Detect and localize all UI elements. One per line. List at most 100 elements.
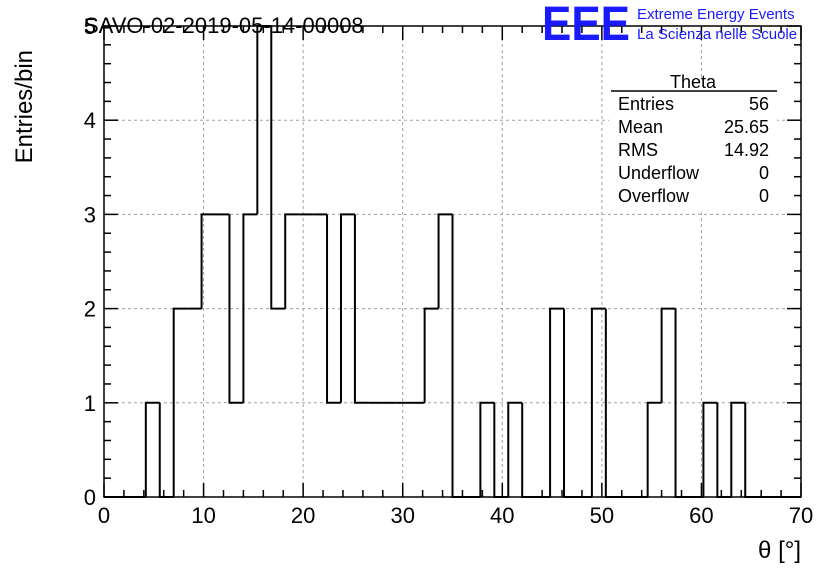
histogram-bin [702, 401, 718, 497]
stats-value: 0 [759, 186, 769, 206]
x-tick-label: 50 [590, 503, 614, 528]
x-tick-label: 60 [689, 503, 713, 528]
stats-value: 0 [759, 163, 769, 183]
bin-step-10 [242, 213, 258, 403]
histogram-bin [256, 25, 272, 215]
bin-step-39 [646, 401, 662, 497]
x-tick-label: 20 [291, 503, 315, 528]
stats-label: Entries [618, 94, 674, 114]
chart-title: SAVO-02-2019-05-14-00008 [84, 13, 364, 38]
bin-step-35 [590, 307, 606, 497]
histogram-bin [144, 401, 160, 497]
bin-step-9 [228, 214, 244, 404]
bin-step-4 [158, 402, 174, 498]
bin-step-36 [604, 308, 620, 498]
stats-row: Overflow 0 [618, 186, 769, 206]
bin-step-40 [660, 307, 676, 403]
histogram-bin [507, 401, 523, 497]
histogram-bin [228, 214, 244, 404]
bin-step-13 [284, 213, 300, 309]
bin-step-45 [730, 401, 746, 497]
y-tick-label: 1 [84, 391, 96, 416]
x-tick-label: 0 [98, 503, 110, 528]
y-tick-labels: 0 1 2 3 4 5 [84, 14, 96, 510]
histogram-bin [730, 401, 746, 497]
stats-row: RMS 14.92 [618, 140, 769, 160]
bin-step-43 [702, 401, 718, 497]
histogram-bin [242, 213, 258, 403]
stats-label: Underflow [618, 163, 700, 183]
bin-step-46 [744, 402, 760, 498]
bin-step-17 [339, 213, 355, 403]
bin-step-18 [353, 214, 369, 404]
bin-step-23 [423, 307, 439, 403]
logo-line1: Extreme Energy Events [637, 6, 795, 23]
stats-row: Entries 56 [618, 94, 769, 114]
stats-value: 25.65 [724, 117, 769, 137]
histogram-bin [479, 401, 495, 497]
bin-step-28 [493, 402, 509, 498]
eee-logo: EEE Extreme Energy Events La Scienza nel… [542, 0, 797, 51]
histogram-bin [200, 213, 216, 309]
histogram-bin [158, 402, 174, 498]
bin-step-7 [200, 213, 216, 309]
y-tick-label: 2 [84, 297, 96, 322]
histogram-bin [590, 307, 606, 497]
y-tick-label: 0 [84, 485, 96, 510]
axis-ticks [103, 25, 802, 498]
x-tick-label: 70 [789, 503, 813, 528]
bin-step-32 [549, 307, 565, 497]
stats-value: 14.92 [724, 140, 769, 160]
bin-step-30 [521, 402, 537, 498]
histogram-bin [604, 308, 620, 498]
bin-step-27 [479, 401, 495, 497]
histogram-bin [339, 213, 355, 403]
stats-row: Underflow 0 [618, 163, 769, 183]
histogram-bin [423, 307, 439, 403]
histogram-bin [744, 402, 760, 498]
x-tick-labels: 0 10 20 30 40 50 60 70 [98, 503, 813, 528]
y-tick-label: 5 [84, 14, 96, 39]
x-tick-label: 10 [191, 503, 215, 528]
histogram-bin [660, 307, 676, 403]
bin-step-5 [172, 307, 188, 497]
histogram-bin [549, 307, 565, 497]
bin-step-44 [716, 402, 732, 498]
x-axis-label: θ [°] [758, 537, 801, 564]
y-tick-label: 4 [84, 108, 96, 133]
histogram-bin [716, 402, 732, 498]
logo-line2: La Scienza nelle Scuole [637, 26, 797, 43]
bin-step-3 [144, 401, 160, 497]
stats-name: Theta [670, 72, 717, 92]
plot-frame [103, 25, 802, 498]
histogram-bin [172, 307, 188, 497]
histogram-bin [646, 401, 662, 497]
stats-label: RMS [618, 140, 658, 160]
stats-value: 56 [749, 94, 769, 114]
stats-label: Mean [618, 117, 663, 137]
bin-step-12 [270, 26, 286, 310]
bin-step-29 [507, 401, 523, 497]
histogram-bin [437, 213, 453, 309]
stats-label: Overflow [618, 186, 690, 206]
stats-row: Mean 25.65 [618, 117, 769, 137]
stats-box: Theta Entries 56 Mean 25.65 RMS 14.92 Underflo… [609, 72, 777, 210]
histogram-bin [493, 402, 509, 498]
histogram-bin [451, 214, 467, 498]
histogram-bin [353, 214, 369, 404]
histogram-bin [270, 26, 286, 310]
y-axis-label: Entries/bin [11, 50, 38, 163]
logo-mark: EEE [542, 0, 630, 51]
histogram-bin [284, 213, 300, 309]
histogram-bin [326, 214, 341, 404]
bin-step-24 [437, 213, 453, 309]
stats-box-bg [609, 80, 777, 210]
bin-step-11 [256, 25, 272, 215]
histogram-bin [521, 402, 537, 498]
y-tick-label: 3 [84, 202, 96, 227]
bin-step-25 [451, 214, 467, 498]
x-tick-label: 40 [490, 503, 514, 528]
x-tick-label: 30 [390, 503, 414, 528]
